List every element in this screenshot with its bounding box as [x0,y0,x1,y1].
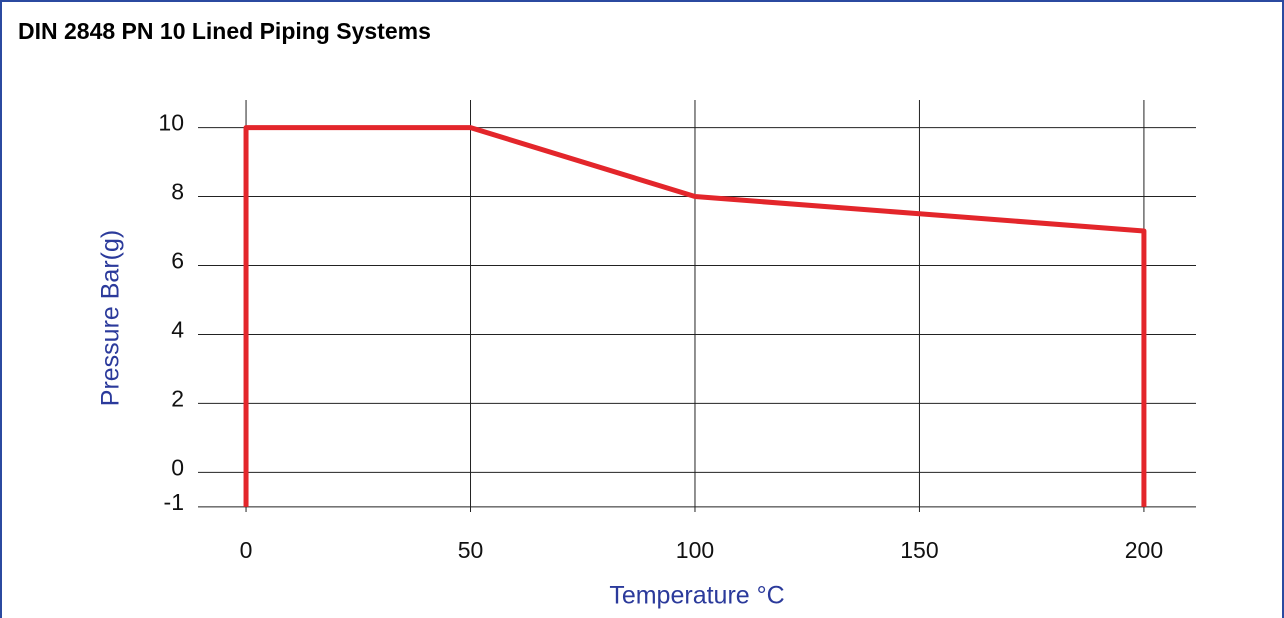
y-tick-label: 2 [171,385,184,411]
data-line [243,125,1147,507]
y-axis-label: Pressure Bar(g) [97,230,125,406]
y-tick-label: 8 [171,179,184,205]
x-tick-label: 150 [900,537,938,563]
chart-title: DIN 2848 PN 10 Lined Piping Systems [18,18,431,44]
y-tick-label: 6 [171,248,184,274]
x-axis-label: Temperature °C [609,582,784,610]
y-tick-label: 0 [171,454,184,480]
y-tick-label: 10 [158,110,184,136]
y-tick-label: 4 [171,317,184,343]
x-tick-label: 50 [458,537,484,563]
x-tick-label: 100 [676,537,714,563]
x-tick-label: 200 [1125,537,1163,563]
y-tick-label: -1 [164,489,184,515]
x-tick-label: 0 [240,537,253,563]
